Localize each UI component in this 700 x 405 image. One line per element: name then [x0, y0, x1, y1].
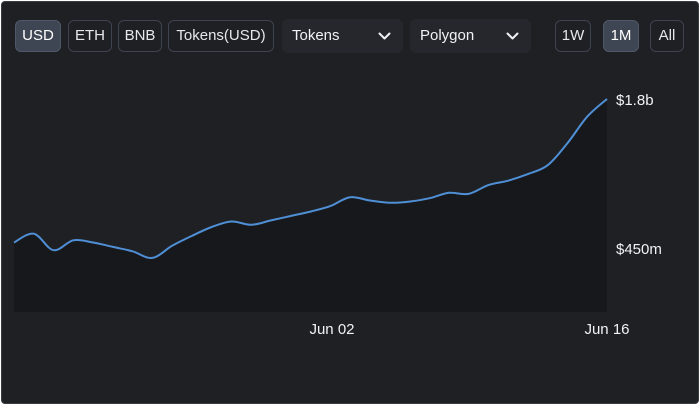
usd-button[interactable]: USD	[15, 20, 61, 52]
data-point	[466, 191, 472, 197]
data-point	[426, 195, 432, 201]
bnb-button[interactable]: BNB	[118, 20, 162, 52]
data-point	[387, 200, 393, 206]
data-point	[51, 247, 57, 253]
data-point	[248, 222, 254, 228]
data-point	[564, 140, 570, 146]
data-point	[31, 231, 37, 237]
data-point	[604, 96, 610, 102]
data-point	[130, 248, 136, 254]
y-tick-label: $1.8b	[616, 92, 654, 109]
y-tick-label: $450m	[616, 241, 662, 258]
data-point	[11, 239, 17, 245]
data-point	[149, 255, 155, 261]
metric-dropdown[interactable]: Tokens	[282, 19, 403, 53]
range-1w-button[interactable]: 1W	[555, 20, 591, 52]
network-dropdown[interactable]: Polygon	[410, 19, 531, 53]
data-point	[545, 162, 551, 168]
data-point	[525, 171, 531, 177]
tokens-usd-button[interactable]: Tokens(USD)	[168, 20, 274, 52]
data-point	[288, 213, 294, 219]
data-point	[228, 219, 234, 225]
data-point	[189, 233, 195, 239]
data-point	[367, 198, 373, 204]
data-point	[584, 114, 590, 120]
data-point	[90, 239, 96, 245]
data-point	[70, 237, 76, 243]
chevron-down-icon	[378, 32, 391, 40]
data-point	[406, 199, 412, 205]
chart-toolbar: USD ETH BNB Tokens(USD) Tokens Polygon 1…	[2, 2, 698, 72]
area-fill	[14, 99, 607, 312]
range-1m-button[interactable]: 1M	[603, 20, 639, 52]
data-point	[209, 224, 215, 230]
data-point	[446, 190, 452, 196]
data-point	[347, 194, 353, 200]
network-dropdown-value: Polygon	[420, 27, 475, 44]
metric-dropdown-value: Tokens	[292, 27, 340, 44]
chevron-down-icon	[506, 32, 519, 40]
data-point	[110, 244, 116, 250]
x-tick-label: Jun 16	[584, 321, 629, 338]
x-tick-label: Jun 02	[309, 321, 354, 338]
series-line	[13, 98, 608, 259]
data-point	[308, 209, 314, 215]
range-all-button[interactable]: All	[650, 20, 684, 52]
data-point	[505, 178, 511, 184]
data-point	[268, 217, 274, 223]
data-point	[327, 203, 333, 209]
eth-button[interactable]: ETH	[68, 20, 112, 52]
data-point	[485, 182, 491, 188]
data-point	[169, 243, 175, 249]
